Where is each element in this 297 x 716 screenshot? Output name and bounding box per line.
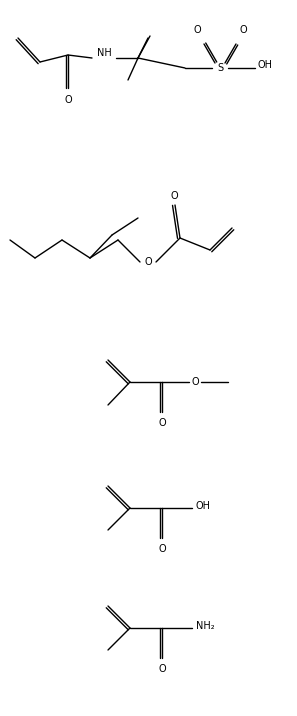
Text: NH₂: NH₂ xyxy=(196,621,214,631)
Text: OH: OH xyxy=(195,501,211,511)
Text: O: O xyxy=(170,191,178,201)
Text: NH: NH xyxy=(97,48,111,58)
Text: O: O xyxy=(239,25,247,35)
Text: O: O xyxy=(193,25,201,35)
Text: O: O xyxy=(158,544,166,554)
Text: S: S xyxy=(217,63,223,73)
Text: O: O xyxy=(191,377,199,387)
Text: O: O xyxy=(158,664,166,674)
Text: O: O xyxy=(144,257,152,267)
Text: OH: OH xyxy=(257,60,273,70)
Text: O: O xyxy=(158,418,166,428)
Text: O: O xyxy=(64,95,72,105)
